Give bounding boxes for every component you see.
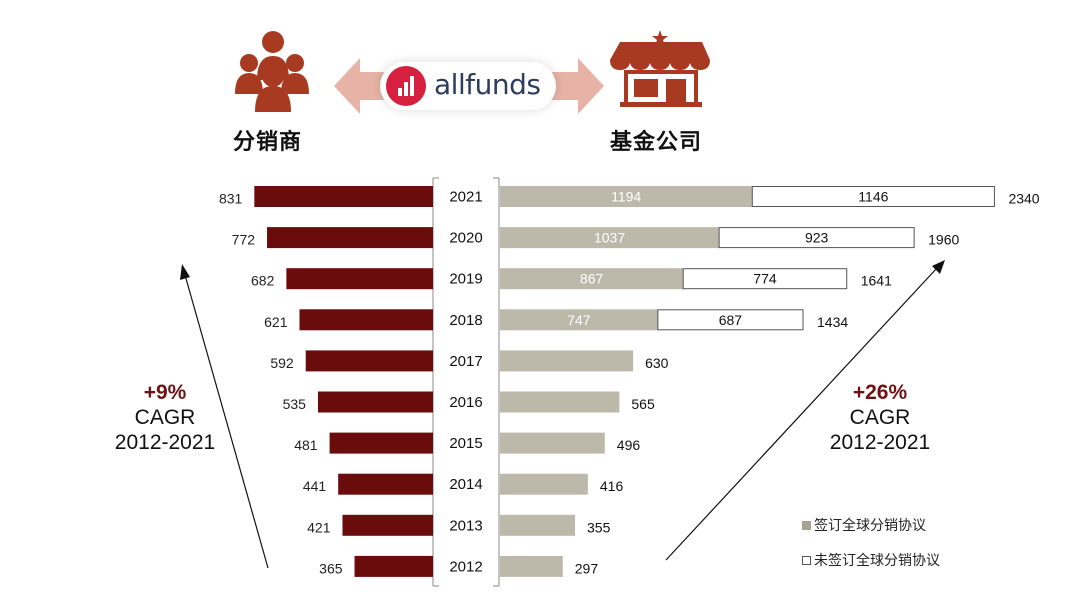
year-label-2017: 2017: [449, 353, 482, 370]
distributor-value-2021: 831: [219, 191, 243, 207]
signed-bar-2014: [500, 473, 588, 495]
year-label-2013: 2013: [449, 517, 482, 534]
total-value-2021: 2340: [1008, 191, 1039, 207]
cagr-right-annotation: +26% CAGR 2012-2021: [815, 380, 945, 455]
year-label-2018: 2018: [449, 312, 482, 329]
signed-value-2018: 747: [567, 312, 591, 328]
unsigned-bar-2018: [657, 309, 804, 331]
year-label-2021: 2021: [449, 189, 482, 206]
distributor-value-2018: 621: [264, 314, 288, 330]
distributor-label: 分销商: [233, 130, 303, 155]
cagr-left-annotation: +9% CAGR 2012-2021: [100, 380, 230, 455]
cagr-left-line1: CAGR: [134, 406, 196, 429]
signed-bar-2019: [500, 268, 684, 290]
signed-value-2013: 355: [587, 519, 611, 535]
legend-unsigned-label: 未签订全球分销协议: [814, 553, 940, 569]
distributor-bar-2018: [299, 309, 433, 331]
cagr-left-line2: 2012-2021: [114, 431, 216, 454]
signed-value-2021: 1194: [611, 189, 641, 205]
year-label-2016: 2016: [449, 394, 482, 411]
unsigned-bar-2020: [718, 227, 915, 249]
cagr-arrow-right: [665, 260, 945, 561]
distributor-bar-2015: [329, 432, 433, 454]
distributor-bar-2012: [354, 555, 433, 577]
year-labels: 2021 2020 2019 2018 2017 2016 2015 2014 2013 2012: [449, 189, 482, 576]
cagr-right-line1: CAGR: [849, 406, 911, 429]
year-label-2014: 2014: [449, 476, 482, 493]
year-label-2012: 2012: [449, 558, 482, 575]
year-label-2015: 2015: [449, 435, 482, 452]
signed-bar-2021: [500, 186, 753, 207]
legend-signed-swatch: [802, 521, 811, 530]
signed-bar-2017: [500, 350, 634, 372]
distributor-bar-2016: [317, 391, 433, 413]
legend-signed: 签订全球分销协议: [802, 515, 926, 535]
distributor-bar-2017: [305, 350, 433, 372]
legend-unsigned-swatch: [802, 556, 811, 565]
cagr-left-pct: +9%: [143, 381, 187, 404]
signed-bar-2015: [500, 432, 605, 454]
unsigned-value-2021: 1146: [858, 189, 888, 205]
distributor-bar-2019: [286, 268, 433, 290]
distributor-bars: 831 772 682 621 592 535 481 441 421 365: [219, 186, 433, 577]
legend-unsigned: 未签订全球分销协议: [802, 550, 940, 570]
logo-text: allfunds: [434, 68, 541, 101]
fund-company-label: 基金公司: [610, 130, 703, 155]
signed-value-2020: 1037: [594, 230, 625, 246]
signed-value-2012: 297: [575, 560, 599, 576]
distributor-value-2019: 682: [251, 273, 275, 289]
signed-bar-2020: [500, 227, 720, 249]
distributor-value-2017: 592: [270, 355, 294, 371]
signed-value-2019: 867: [580, 271, 604, 287]
distributor-bar-2020: [267, 227, 433, 249]
distributor-value-2016: 535: [283, 396, 307, 412]
distributor-value-2020: 772: [232, 232, 256, 248]
cagr-right-pct: +26%: [852, 381, 908, 404]
year-label-2020: 2020: [449, 230, 482, 247]
unsigned-value-2019: 774: [753, 271, 777, 287]
signed-value-2015: 496: [617, 437, 641, 453]
cagr-right-line2: 2012-2021: [829, 431, 931, 454]
unsigned-value-2018: 687: [719, 312, 743, 328]
unsigned-bar-2021: [751, 186, 995, 207]
signed-value-2016: 565: [631, 396, 655, 412]
distributor-bar-2021: [254, 186, 433, 207]
allfunds-logo-icon: [386, 66, 426, 106]
signed-bar-2012: [500, 555, 563, 577]
people-group-icon: [235, 31, 309, 112]
distributor-bar-2013: [342, 514, 433, 536]
year-label-2019: 2019: [449, 271, 482, 288]
allfunds-logo: allfunds: [380, 62, 556, 110]
signed-bar-2018: [500, 309, 658, 331]
total-value-2018: 1434: [817, 314, 848, 330]
distributor-value-2013: 421: [307, 519, 331, 535]
storefront-icon: [610, 30, 710, 107]
unsigned-value-2020: 923: [805, 230, 829, 246]
distributor-value-2014: 441: [303, 478, 327, 494]
total-value-2019: 1641: [861, 273, 892, 289]
total-value-2020: 1960: [928, 232, 959, 248]
signed-value-2017: 630: [645, 355, 669, 371]
fund-company-bars: 1194 1146 2340 1037 923 1960 867 774 1641 747 687 1…: [500, 186, 1040, 577]
signed-bar-2016: [500, 391, 620, 413]
cagr-arrow-left: [180, 264, 269, 569]
distributor-value-2015: 481: [294, 437, 318, 453]
distributor-bar-2014: [338, 473, 433, 495]
signed-value-2014: 416: [600, 478, 624, 494]
legend-signed-label: 签订全球分销协议: [814, 518, 926, 534]
unsigned-bar-2019: [682, 268, 848, 290]
signed-bar-2013: [500, 514, 576, 536]
distributor-value-2012: 365: [319, 560, 343, 576]
